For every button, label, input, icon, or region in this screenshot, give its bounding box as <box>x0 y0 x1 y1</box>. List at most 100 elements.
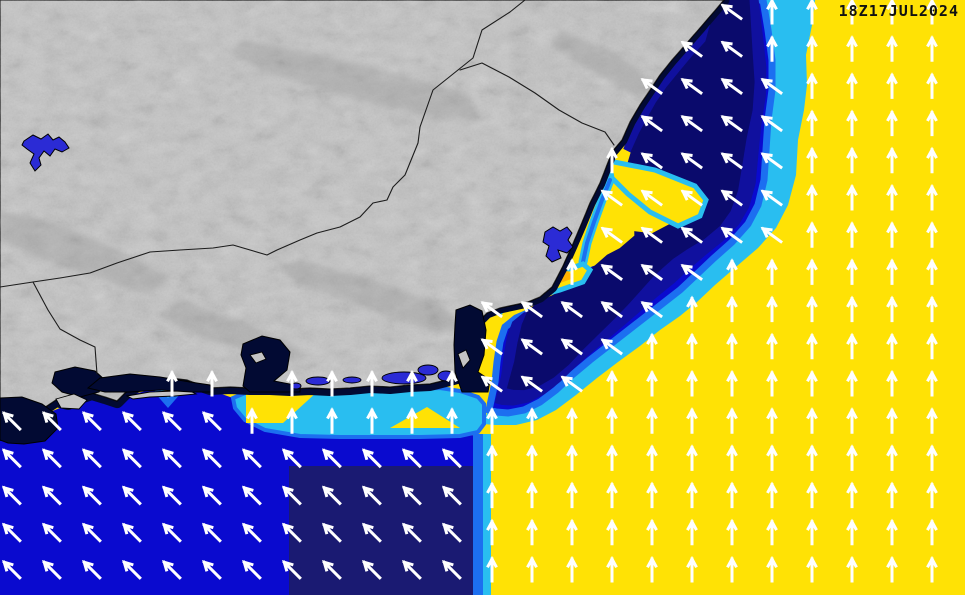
swell-arrow <box>726 332 738 360</box>
swell-arrow <box>926 0 938 25</box>
swell-arrow <box>926 258 938 285</box>
swell-arrow <box>760 189 783 207</box>
swell-arrow <box>406 407 418 434</box>
swell-arrow <box>42 485 62 506</box>
swell-arrow <box>926 35 938 62</box>
swell-arrow <box>886 146 898 174</box>
swell-arrow <box>402 485 422 506</box>
swell-arrow <box>362 448 382 469</box>
swell-arrow <box>82 522 102 543</box>
swell-arrow <box>720 3 743 21</box>
swell-arrow <box>926 146 938 174</box>
state-border <box>32 281 98 375</box>
swell-arrow <box>122 560 142 580</box>
swell-arrow <box>646 444 658 471</box>
swell-arrow <box>640 263 663 281</box>
swell-arrow <box>640 152 663 170</box>
swell-arrow <box>202 411 222 432</box>
swell-arrow <box>322 560 342 580</box>
swell-arrow <box>242 560 262 580</box>
swell-arrow <box>2 522 22 543</box>
swell-arrow <box>680 189 703 207</box>
sand-spit <box>125 390 198 400</box>
swell-arrow <box>806 183 818 211</box>
swell-arrow <box>886 444 898 471</box>
swell-arrow <box>42 411 62 432</box>
swell-arrow <box>446 407 458 434</box>
swell-arrow <box>480 375 503 393</box>
swell-arrow <box>282 485 302 506</box>
timestamp: 18Z17JUL2024 <box>838 2 959 20</box>
islet <box>249 351 267 364</box>
swell-arrow <box>640 301 663 319</box>
swell-arrow <box>926 332 938 360</box>
islet <box>55 393 88 410</box>
swell-arrow <box>760 226 783 244</box>
swell-arrow <box>526 407 538 434</box>
swell-arrow <box>640 115 663 133</box>
swell-arrow <box>162 485 182 506</box>
swell-arrow <box>526 555 538 583</box>
swell-arrow <box>726 481 738 509</box>
swell-arrow <box>846 518 858 546</box>
swell-arrow <box>806 109 818 137</box>
swell-arrow <box>766 518 778 546</box>
swell-arrow <box>886 369 898 397</box>
swell-arrow <box>640 189 663 207</box>
swell-arrow <box>82 411 102 432</box>
swell-arrow <box>886 72 898 99</box>
swell-arrow <box>526 481 538 509</box>
swell-arrow <box>560 375 583 393</box>
swell-arrow <box>886 109 898 137</box>
coastal-lagoon <box>381 371 427 385</box>
swell-arrow <box>606 146 618 174</box>
islet <box>457 349 471 369</box>
swell-arrow <box>526 444 538 471</box>
swell-arrow <box>442 560 462 580</box>
swell-arrow <box>406 369 418 397</box>
reservoir-lake <box>21 133 70 172</box>
swell-arrow <box>486 444 498 471</box>
coastal-lagoon <box>342 376 362 384</box>
terrain-ridge <box>550 30 655 100</box>
swell-arrow <box>286 369 298 397</box>
swell-arrow <box>366 407 378 434</box>
swell-arrow <box>806 0 818 25</box>
swell-arrow <box>42 560 62 580</box>
swell-arrow <box>806 258 818 285</box>
swell-arrow <box>600 338 623 356</box>
swell-arrow <box>686 369 698 397</box>
swell-arrow <box>680 263 703 281</box>
swell-arrow <box>566 555 578 583</box>
swell-arrow <box>606 518 618 546</box>
swell-arrow <box>480 338 503 356</box>
coastal-bay-lake <box>542 226 574 263</box>
swell-arrow <box>720 226 743 244</box>
swell-arrow <box>242 522 262 543</box>
swell-arrow <box>686 518 698 546</box>
bay <box>0 396 59 445</box>
terrain-ridge <box>280 260 470 330</box>
swell-arrow <box>760 152 783 170</box>
swell-arrow <box>282 522 302 543</box>
swell-arrow <box>886 481 898 509</box>
swell-arrow <box>846 295 858 323</box>
swell-arrow <box>122 411 142 432</box>
swell-arrow <box>606 481 618 509</box>
swell-arrow <box>520 301 543 319</box>
swell-arrow <box>926 221 938 248</box>
bay <box>453 304 491 393</box>
swell-arrow <box>806 72 818 99</box>
swell-arrow <box>726 258 738 285</box>
swell-arrow <box>606 369 618 397</box>
swell-arrow <box>726 407 738 434</box>
swell-arrow <box>446 369 458 397</box>
swell-arrow <box>686 481 698 509</box>
bay <box>86 373 214 393</box>
sw-zone-navy-core <box>289 466 483 595</box>
swell-arrow <box>402 522 422 543</box>
swell-arrow <box>846 146 858 174</box>
swell-arrow <box>2 560 22 580</box>
swell-arrow <box>806 407 818 434</box>
